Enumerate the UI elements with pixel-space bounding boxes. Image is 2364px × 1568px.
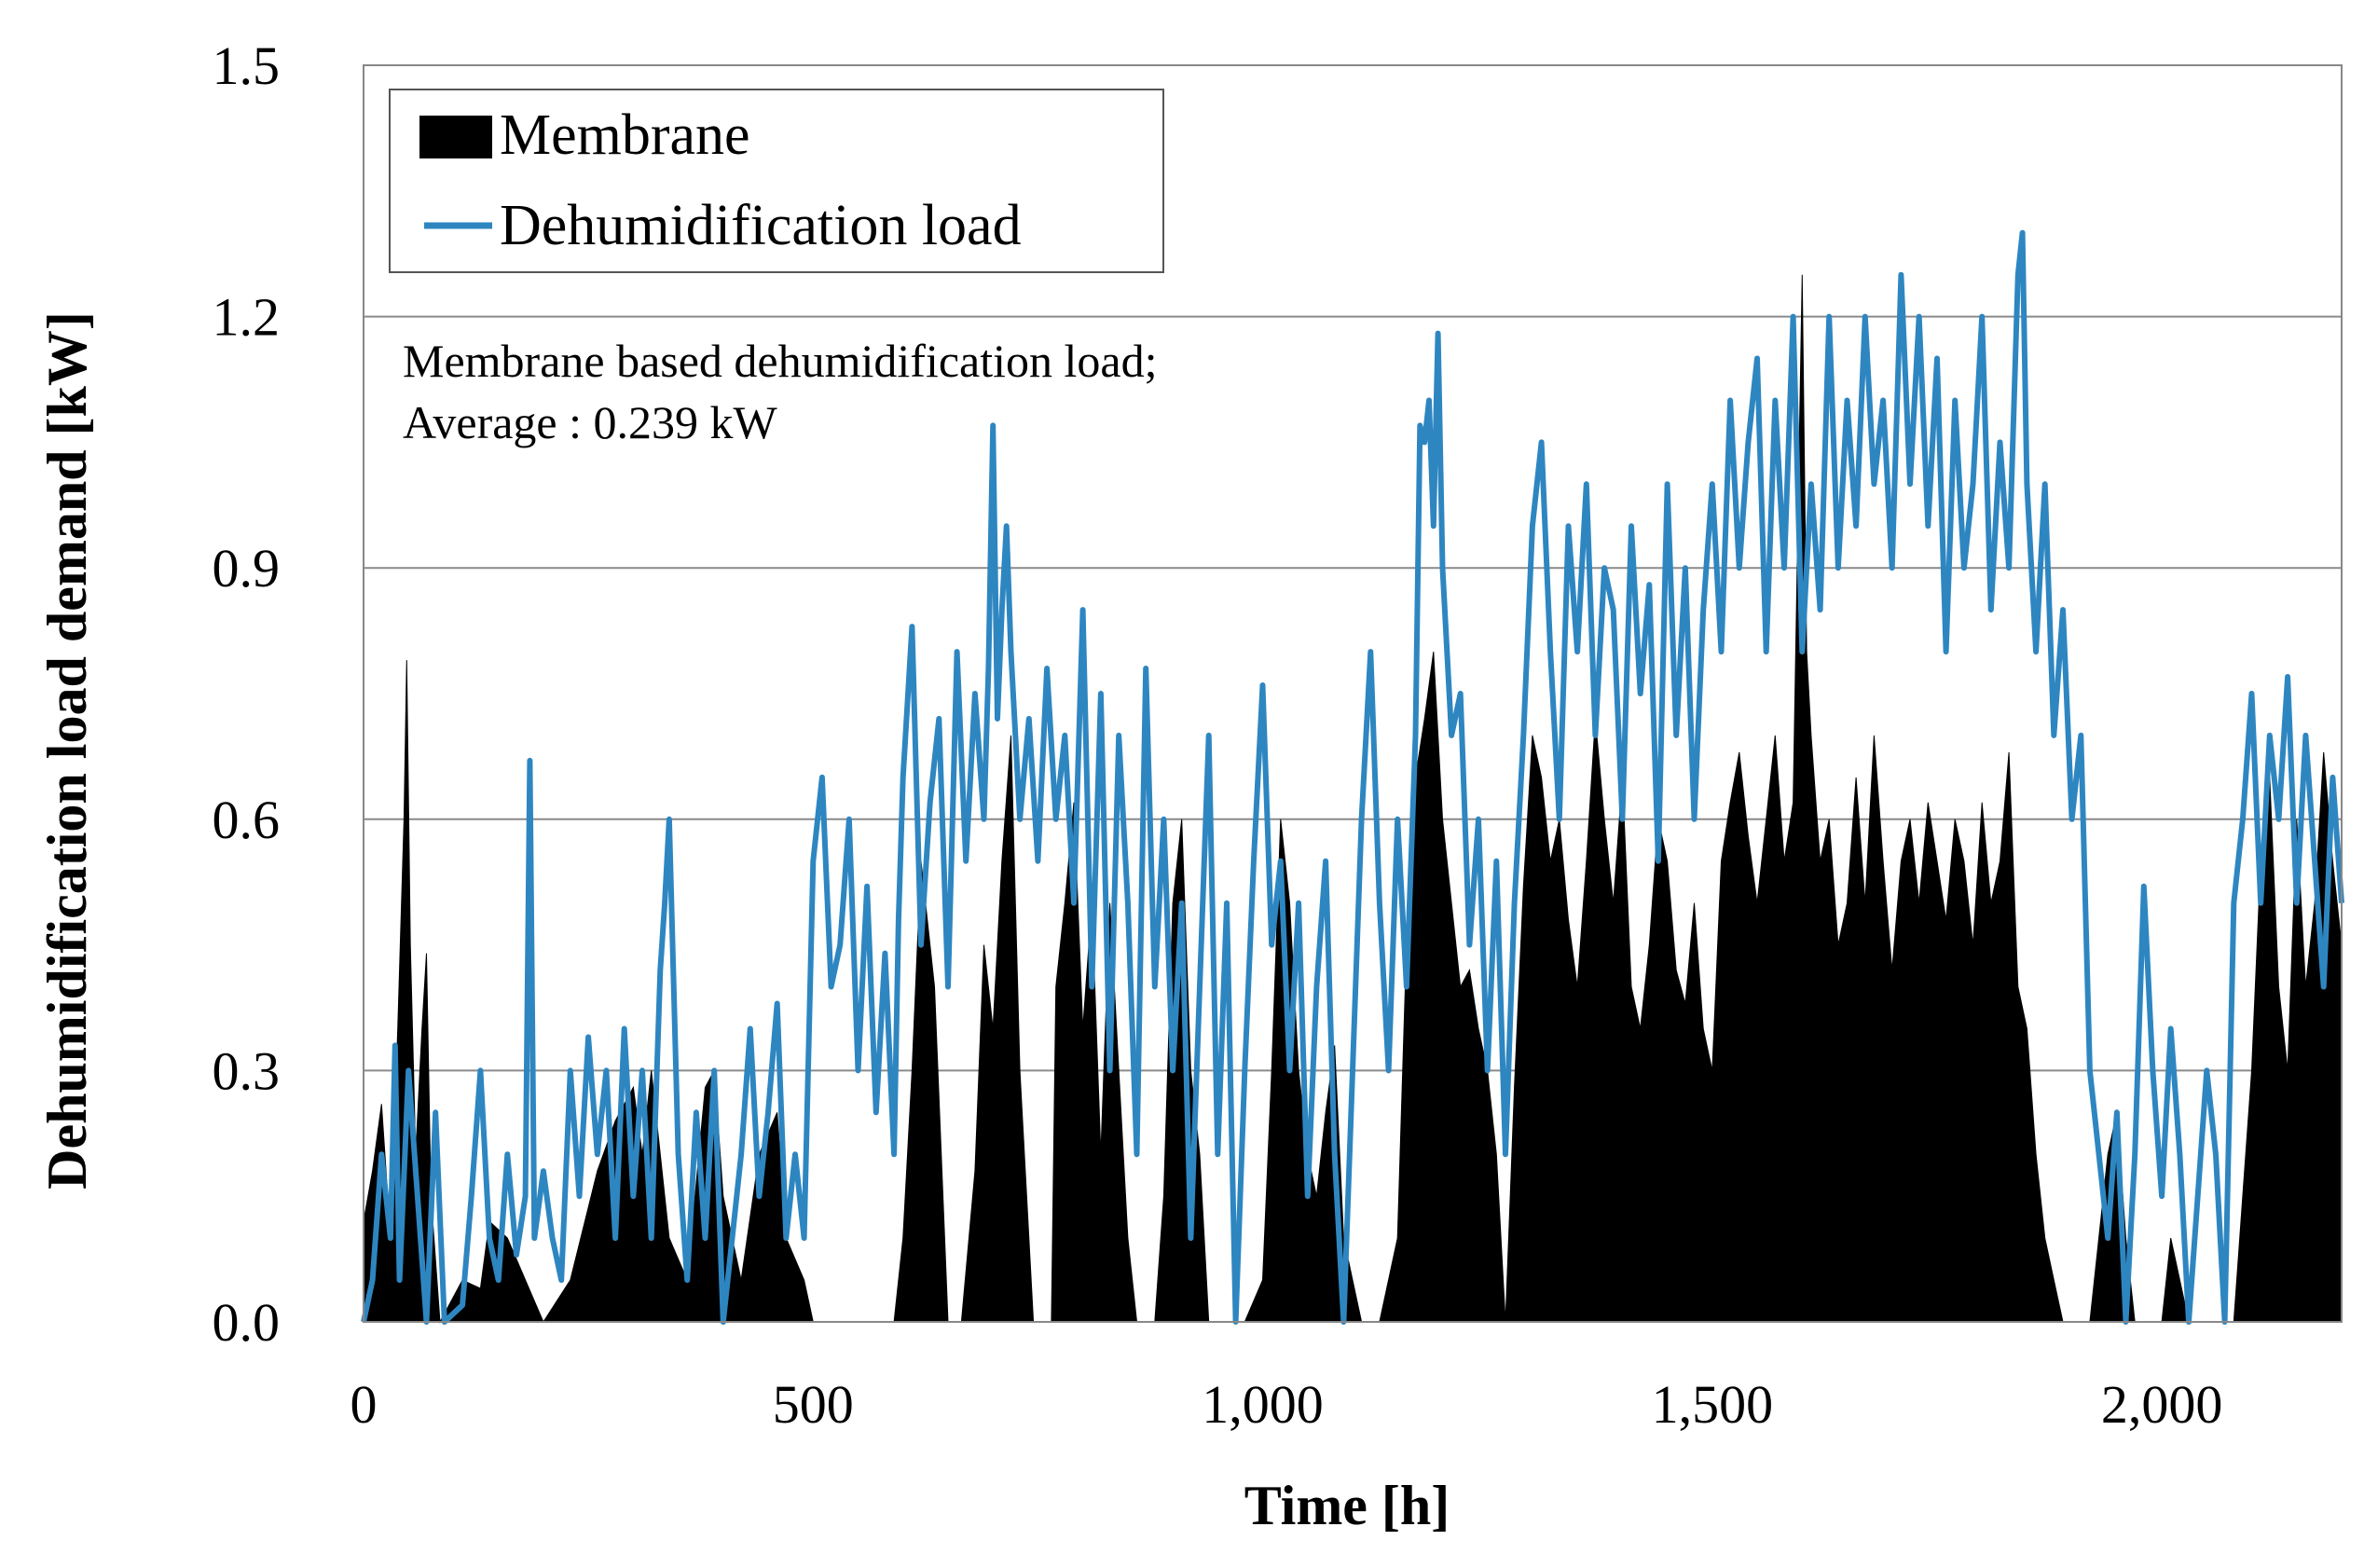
x-tick-label: 2,000 (2101, 1374, 2223, 1435)
x-tick-label: 500 (773, 1374, 854, 1435)
y-tick-label: 0.3 (213, 1040, 281, 1101)
x-axis-ticks: 0 500 1,000 1,500 2,000 (350, 1374, 2223, 1435)
annotation-line-2: Average : 0.239 kW (403, 396, 778, 448)
x-axis-title: Time [h] (1244, 1475, 1450, 1536)
legend: Membrane Dehumidification load (389, 89, 1164, 273)
legend-label-membrane: Membrane (500, 103, 750, 167)
x-tick-label: 1,500 (1652, 1374, 1774, 1435)
dehumidification-load-line (361, 229, 2344, 1325)
series-membrane-area (363, 274, 2343, 1324)
plot-frame (363, 64, 2343, 1323)
legend-swatch-membrane (419, 116, 492, 158)
y-axis-title: Dehumidification load demand [kW] (36, 311, 98, 1190)
y-tick-label: 0.9 (213, 538, 281, 598)
y-tick-label: 1.2 (213, 287, 281, 348)
x-tick-label: 1,000 (1202, 1374, 1324, 1435)
y-tick-label: 1.5 (213, 35, 281, 96)
legend-box (389, 89, 1164, 273)
y-tick-label: 0.6 (213, 790, 281, 850)
x-tick-label: 0 (350, 1374, 378, 1435)
y-axis-ticks: 0.0 0.3 0.6 0.9 1.2 1.5 (213, 35, 281, 1353)
annotation-line-1: Membrane based dehumidification load; (403, 335, 1157, 387)
legend-label-dehumidification: Dehumidification load (500, 194, 1022, 257)
membrane-area-path (363, 274, 2343, 1324)
series-dehumidification-line (361, 229, 2344, 1325)
y-tick-label: 0.0 (213, 1292, 281, 1353)
